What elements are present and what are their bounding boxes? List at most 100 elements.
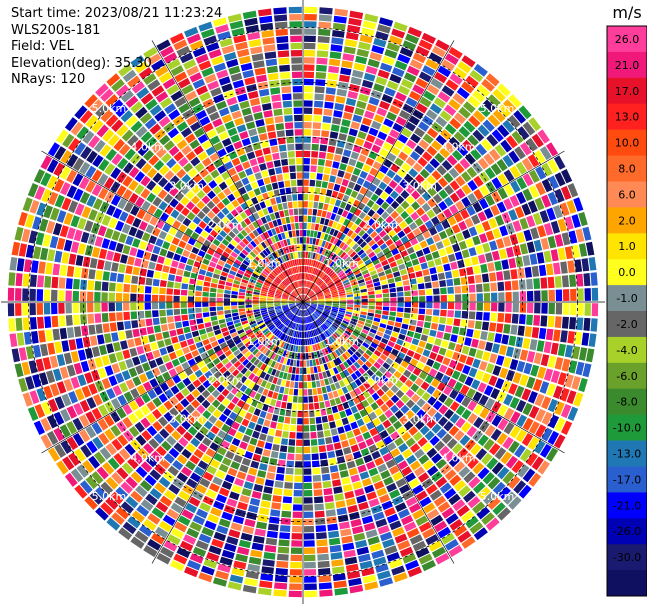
ppi-gate	[304, 280, 307, 287]
ppi-gate	[449, 474, 462, 487]
ppi-gate	[342, 53, 355, 62]
ppi-gate	[489, 148, 501, 161]
ppi-gate	[528, 472, 542, 487]
ppi-gate	[250, 414, 259, 423]
ppi-gate	[430, 322, 438, 330]
ppi-gate	[319, 282, 326, 288]
ppi-gate	[303, 303, 306, 309]
ppi-gate	[557, 247, 566, 261]
ppi-gate	[307, 222, 311, 230]
ppi-gate	[332, 573, 346, 582]
ppi-gate	[471, 214, 481, 225]
ppi-gate	[350, 334, 358, 340]
ppi-gate	[174, 521, 188, 533]
ppi-gate	[318, 21, 332, 29]
ppi-gate	[283, 424, 290, 431]
ppi-gate	[379, 165, 389, 174]
ppi-gate	[273, 337, 279, 345]
ppi-gate	[217, 403, 226, 413]
ppi-gate	[303, 295, 306, 302]
ppi-gate	[285, 380, 291, 388]
ppi-gate	[306, 280, 309, 288]
ppi-gate	[334, 8, 348, 17]
ppi-gate	[410, 284, 418, 291]
ppi-gate	[437, 501, 451, 513]
ppi-gate	[155, 501, 169, 513]
ppi-gate	[270, 509, 281, 517]
ppi-gate	[310, 303, 318, 306]
ppi-gate	[304, 287, 306, 294]
ppi-gate	[366, 262, 374, 269]
colorbar-tick-label: 17.0	[615, 85, 640, 98]
ppi-gate	[311, 151, 319, 158]
ppi-gate	[314, 261, 319, 268]
ppi-gate	[306, 360, 310, 367]
ppi-gate	[461, 345, 470, 355]
ppi-gate	[415, 77, 429, 89]
ppi-gate	[303, 295, 306, 301]
ppi-gate	[508, 496, 522, 510]
ppi-gate	[217, 430, 227, 439]
ppi-gate	[398, 263, 406, 271]
ppi-gate	[281, 510, 292, 518]
ppi-gate	[475, 143, 488, 156]
ppi-gate	[296, 338, 299, 345]
ppi-gate	[363, 325, 371, 331]
ppi-gate	[436, 165, 447, 176]
ppi-gate	[304, 561, 316, 569]
ppi-gate	[458, 106, 471, 119]
ppi-gate	[296, 360, 300, 367]
ppi-gate	[492, 481, 506, 495]
ppi-gate	[343, 369, 350, 377]
ppi-gate	[423, 321, 431, 329]
ppi-gate	[319, 316, 326, 322]
ppi-gate	[526, 290, 534, 302]
ppi-gate	[336, 507, 348, 516]
ppi-gate	[340, 324, 347, 330]
ppi-gate	[483, 283, 490, 292]
ppi-gate	[368, 151, 378, 160]
ppi-gate	[373, 556, 387, 566]
ppi-gate	[290, 374, 296, 381]
ppi-gate	[335, 177, 343, 185]
ppi-gate	[404, 302, 411, 308]
ppi-gate	[338, 463, 348, 471]
ppi-gate	[259, 345, 266, 353]
ppi-gate	[350, 151, 360, 160]
ppi-gate	[334, 266, 341, 273]
ppi-gate	[390, 384, 399, 394]
ppi-gate	[390, 394, 400, 404]
ppi-gate	[543, 341, 552, 354]
ppi-gate	[344, 453, 354, 462]
ppi-gate	[327, 270, 334, 276]
ppi-gate	[539, 210, 550, 223]
ppi-gate	[546, 447, 559, 462]
ppi-gate	[415, 102, 428, 114]
ppi-gate	[382, 141, 393, 152]
ppi-gate	[303, 497, 313, 504]
ppi-gate	[473, 481, 486, 494]
ppi-gate	[385, 459, 396, 469]
ppi-gate	[436, 265, 444, 273]
ppi-gate	[389, 220, 398, 229]
ppi-gate	[392, 495, 404, 506]
ppi-gate	[480, 331, 488, 341]
ppi-gate	[318, 318, 324, 324]
ppi-gate	[539, 146, 552, 161]
ppi-gate	[344, 315, 351, 320]
ppi-gate	[519, 291, 527, 302]
ppi-gate	[365, 190, 374, 199]
ppi-gate	[550, 220, 560, 234]
ppi-gate	[318, 299, 325, 302]
ppi-gate	[382, 293, 390, 298]
ppi-gate	[303, 446, 311, 454]
ppi-gate	[375, 302, 383, 306]
ppi-gate	[384, 185, 394, 195]
ppi-gate	[432, 233, 441, 243]
ppi-gate	[323, 167, 331, 175]
ppi-gate	[361, 515, 374, 525]
ppi-gate	[202, 495, 214, 506]
ppi-gate	[221, 549, 235, 559]
ppi-gate	[294, 308, 299, 314]
ppi-gate	[328, 284, 335, 289]
